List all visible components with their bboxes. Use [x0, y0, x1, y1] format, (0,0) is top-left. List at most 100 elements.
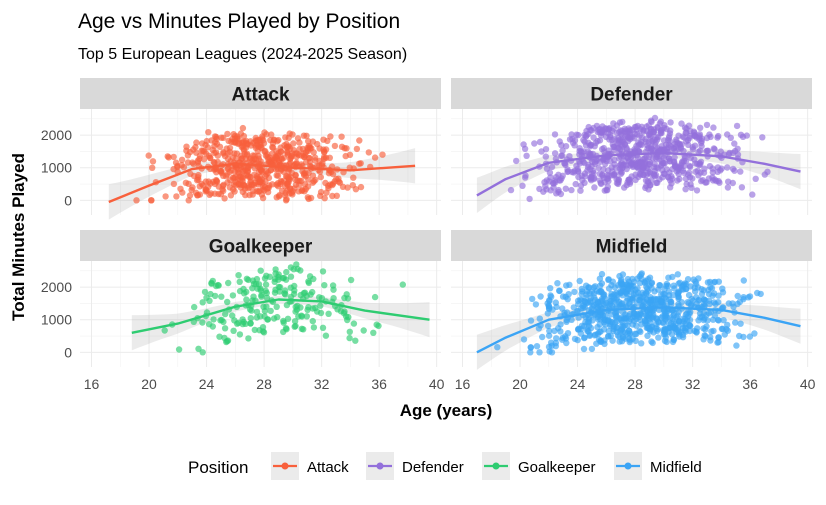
data-point [279, 275, 287, 282]
data-point [587, 174, 594, 181]
data-point [692, 168, 699, 175]
data-point [761, 171, 768, 178]
data-point [670, 312, 677, 319]
data-point [553, 190, 560, 197]
data-point [319, 324, 327, 331]
data-point [601, 291, 608, 298]
data-point [715, 338, 722, 346]
data-point [660, 320, 667, 327]
data-point [660, 124, 668, 132]
data-point [590, 312, 598, 319]
data-point [704, 279, 712, 286]
data-point [631, 123, 639, 131]
data-point [598, 270, 606, 278]
data-point [714, 164, 722, 171]
data-point [204, 144, 211, 151]
data-point [731, 140, 738, 147]
data-point [738, 184, 746, 191]
data-point [695, 275, 702, 282]
data-point [322, 332, 330, 339]
data-point [186, 148, 194, 156]
data-point [399, 281, 406, 288]
data-point [612, 314, 620, 321]
data-point [676, 333, 683, 340]
data-point [266, 273, 273, 280]
data-point [321, 282, 328, 289]
data-point [647, 117, 655, 124]
data-point [229, 154, 236, 161]
data-point [257, 267, 264, 274]
data-point [339, 183, 347, 190]
data-point [148, 197, 155, 204]
data-point [327, 133, 334, 140]
data-point [527, 344, 534, 351]
data-point [519, 182, 526, 189]
data-point [536, 315, 543, 322]
data-point [740, 294, 747, 301]
data-point [605, 333, 612, 340]
data-point [373, 321, 380, 328]
data-point [189, 184, 196, 191]
data-point [288, 153, 295, 160]
data-point [546, 327, 553, 335]
data-point [663, 166, 670, 173]
data-point [586, 332, 593, 339]
data-point [289, 188, 297, 195]
data-point [544, 322, 552, 330]
data-point [284, 187, 291, 194]
data-point [720, 317, 727, 324]
data-point [588, 288, 595, 295]
data-point [539, 333, 546, 341]
data-point [284, 315, 292, 322]
data-point [216, 143, 224, 150]
data-point [205, 129, 212, 136]
data-point [710, 145, 718, 152]
data-point [639, 163, 646, 170]
data-point [726, 149, 733, 157]
data-point [251, 152, 258, 159]
data-point [729, 165, 737, 173]
data-point [211, 190, 219, 197]
data-point [234, 320, 241, 327]
data-point [640, 308, 647, 315]
data-point [342, 152, 349, 160]
data-point [542, 153, 549, 160]
facet-label-defender: Defender [590, 85, 673, 106]
data-point [618, 164, 626, 172]
legend-label: Midfield [650, 459, 702, 476]
data-point [317, 302, 324, 309]
data-point [224, 130, 231, 138]
data-point [531, 140, 538, 147]
data-point [664, 136, 672, 144]
data-point [749, 191, 756, 198]
data-point [529, 295, 536, 303]
data-point [698, 142, 705, 150]
data-point [658, 161, 665, 168]
data-point [523, 152, 530, 159]
data-point [648, 279, 656, 286]
data-point [221, 325, 229, 332]
data-point [700, 336, 707, 343]
data-point [300, 132, 308, 139]
data-point [694, 325, 701, 332]
data-point [277, 144, 284, 151]
data-point [679, 167, 687, 174]
data-point [629, 275, 636, 283]
data-point [247, 320, 254, 327]
data-point [604, 187, 611, 194]
data-point [611, 156, 618, 164]
data-point [582, 133, 590, 140]
data-point [547, 292, 554, 299]
data-point [280, 319, 287, 326]
legend-item-midfield: Midfield [614, 452, 702, 480]
data-point [267, 307, 274, 315]
data-point [494, 344, 501, 351]
data-point [596, 137, 604, 144]
data-point [309, 179, 316, 186]
y-tick-label: 2000 [41, 127, 72, 143]
data-point [236, 278, 243, 285]
data-point [715, 132, 722, 140]
data-point [253, 314, 261, 321]
data-point [701, 296, 708, 303]
data-point [667, 184, 674, 191]
